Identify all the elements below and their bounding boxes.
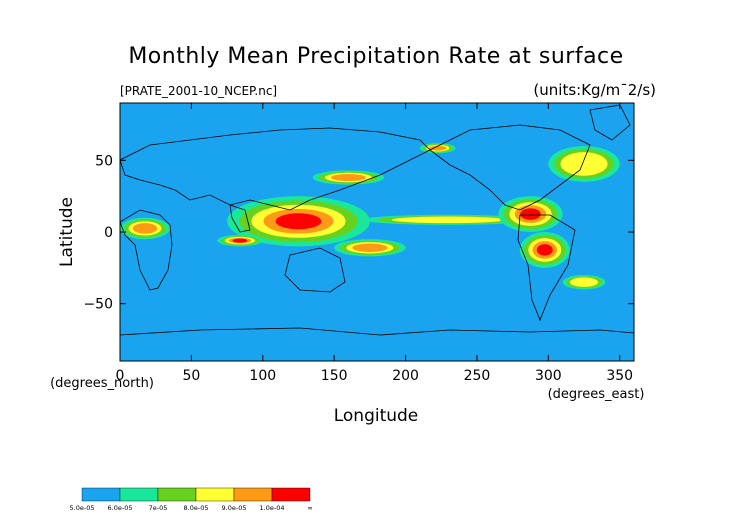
colorbar-label: 9.0e-05: [222, 504, 247, 512]
x-tick-label: 100: [249, 368, 276, 384]
x-tick-label: 350: [606, 368, 633, 384]
y-ticks: 50 0 −50: [83, 153, 634, 313]
chart-title: Monthly Mean Precipitation Rate at surfa…: [128, 44, 624, 69]
region-level-4: [132, 223, 158, 234]
region-2: [217, 234, 263, 247]
region-8: [120, 217, 170, 240]
region-5: [419, 143, 456, 154]
precipitation-regions: [120, 143, 620, 290]
plot-area: [120, 103, 634, 361]
colorbar-label: 7e-05: [149, 504, 168, 512]
x-ticks: 0 50 100 150 200 250 300 350: [116, 103, 633, 384]
x-tick-label: 50: [182, 368, 200, 384]
x-tick-label: 250: [464, 368, 491, 384]
x-tick-label: 150: [321, 368, 348, 384]
region-level-5: [232, 238, 248, 243]
colorbar-label: 8.0e-05: [184, 504, 209, 512]
region-level-4: [330, 174, 366, 182]
y-tick-label: 50: [95, 153, 113, 169]
region-3: [334, 239, 406, 257]
colorbar-label: 6.0e-05: [108, 504, 133, 512]
y-axis-title: Latitude: [57, 197, 77, 267]
y-unit-label: (degrees_north): [50, 376, 154, 391]
colorbar-label: 1.0e-04: [260, 504, 285, 512]
colorbar-swatch: [195, 487, 235, 502]
region-9: [548, 146, 620, 182]
colorbar-swatch: [157, 487, 197, 502]
colorbar-label: 5.0e-05: [70, 504, 95, 512]
x-tick-label: 0: [116, 368, 125, 384]
region-level-5: [536, 244, 553, 256]
region-level-3: [560, 152, 608, 176]
colorbar-swatch: [119, 487, 159, 502]
colorbar: 5.0e-05 6.0e-05 7e-05 8.0e-05 9.0e-05 1.0e-04…: [70, 487, 313, 512]
region-level-5: [520, 208, 541, 220]
y-tick-label: −50: [83, 297, 113, 313]
region-10: [562, 275, 606, 290]
region-level-3: [391, 216, 505, 224]
x-tick-label: 300: [535, 368, 562, 384]
colorbar-swatch: [271, 487, 311, 502]
units-label: (units:Kg/m¯2/s): [533, 81, 656, 99]
colorbar-swatch: [81, 487, 121, 502]
region-level-3: [569, 277, 599, 287]
region-0: [362, 214, 535, 225]
region-level-4: [428, 145, 447, 151]
region-level-4: [352, 243, 388, 252]
region-1: [227, 196, 370, 247]
file-name-label: [PRATE_2001-10_NCEP.nc]: [120, 84, 278, 98]
region-7: [519, 232, 570, 268]
x-axis-title: Longitude: [334, 406, 419, 426]
region-6: [498, 196, 563, 232]
coastlines: [120, 104, 634, 336]
region-level-5: [275, 213, 322, 230]
region-4: [312, 170, 385, 185]
x-unit-label: (degrees_east): [548, 387, 645, 402]
colorbar-swatch: [233, 487, 273, 502]
colorbar-label: ∞: [307, 504, 312, 512]
y-tick-label: 0: [104, 225, 113, 241]
x-tick-label: 200: [392, 368, 419, 384]
